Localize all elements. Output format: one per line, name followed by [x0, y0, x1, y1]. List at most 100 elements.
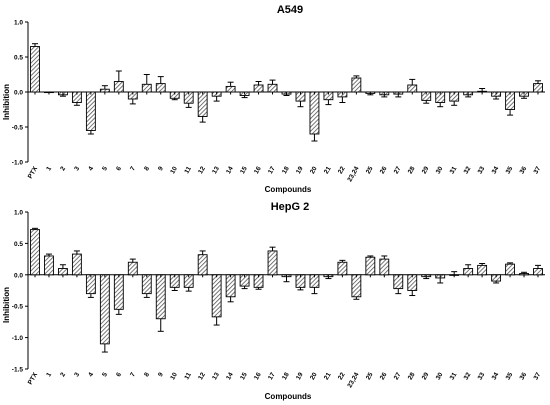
- bar: [58, 268, 68, 276]
- y-tick-label: -1.0: [12, 335, 24, 342]
- x-tick-label: 31: [449, 165, 459, 175]
- bar: [127, 261, 138, 276]
- y-tick-label: -0.5: [12, 125, 24, 132]
- y-tick-label: -1.5: [12, 367, 24, 374]
- x-tick-label: 12: [197, 371, 207, 381]
- bar: [533, 83, 543, 93]
- bar: [407, 84, 418, 93]
- bar: [30, 46, 40, 93]
- bar: [99, 88, 110, 93]
- x-tick-label: 27: [393, 371, 403, 381]
- x-tick-label: 11: [183, 165, 193, 175]
- x-tick-label: 1: [45, 371, 53, 378]
- x-tick-label: 22: [337, 165, 347, 175]
- x-tick-label: 18: [281, 165, 291, 175]
- x-tick-label: 30: [435, 165, 445, 175]
- bar: [351, 274, 362, 298]
- bar: [211, 274, 222, 318]
- bar: [99, 274, 110, 345]
- x-tick-label: 9: [157, 165, 165, 172]
- bar: [519, 273, 529, 276]
- chart-panel-a549: A549 Inhibition Compounds 1.0 0.5 0.0 -0.5 -…: [2, 4, 545, 194]
- bar: [533, 268, 543, 276]
- x-tick-label: 26: [379, 371, 389, 381]
- y-tick-label: 0.5: [14, 55, 23, 62]
- y-tick-label: 1.0: [14, 20, 23, 27]
- y-tick-label: 1.0: [14, 210, 23, 217]
- x-tick-label: 31: [449, 371, 459, 381]
- x-tick-label: 9: [157, 371, 165, 378]
- x-tick-label: 6: [115, 165, 123, 172]
- bar: [309, 91, 320, 135]
- bar: [477, 264, 488, 276]
- x-tick-label: 14: [225, 371, 235, 381]
- bar: [505, 91, 515, 110]
- x-tick-label: 3: [73, 165, 81, 172]
- bar: [85, 274, 96, 295]
- bar: [253, 84, 264, 93]
- chart-title: HepG 2: [271, 201, 310, 213]
- bar: [197, 254, 208, 276]
- x-tick-label: 23,24: [346, 371, 360, 389]
- x-tick-label: 15: [239, 371, 249, 381]
- chart-title: A549: [277, 4, 303, 16]
- x-tick-label: 4: [87, 165, 95, 172]
- bar: [267, 250, 278, 276]
- x-tick-label: 34: [491, 165, 501, 175]
- x-tick-label: 37: [533, 371, 543, 381]
- x-tick-label: 25: [365, 165, 375, 175]
- x-tick-label: 12: [197, 165, 207, 175]
- bar: [113, 81, 124, 93]
- x-tick-label: 17: [267, 371, 277, 381]
- bar: [463, 268, 474, 276]
- x-tick-label: 37: [533, 165, 543, 175]
- x-tick-label: 4: [87, 371, 95, 378]
- y-tick-label: 0.0: [14, 272, 23, 279]
- x-tick-label: 17: [267, 165, 277, 175]
- x-tick-label: 32: [463, 371, 473, 381]
- x-tick-label: 35: [505, 371, 515, 381]
- x-tick-label: 32: [463, 165, 473, 175]
- x-tick-label: 7: [129, 165, 137, 172]
- x-tick-label: 28: [407, 165, 417, 175]
- y-axis-label: Inhibition: [2, 84, 11, 120]
- chart-panel-hepg2: HepG 2 Inhibition Compounds 1.0 0.5 0.0 -0.…: [2, 201, 545, 401]
- x-tick-label: 14: [225, 165, 235, 175]
- x-tick-label: 36: [519, 165, 529, 175]
- x-tick-label: 34: [491, 371, 501, 381]
- x-axis-label: Compounds: [265, 185, 312, 194]
- y-tick-label: -0.5: [12, 304, 24, 311]
- x-tick-label: 29: [421, 371, 431, 381]
- bar: [85, 91, 96, 131]
- bar: [141, 274, 152, 295]
- x-tick-label: 5: [101, 165, 109, 172]
- x-tick-label: 15: [239, 165, 249, 175]
- bar: [71, 253, 82, 276]
- x-tick-label: 11: [183, 371, 193, 381]
- x-tick-label: 21: [323, 165, 333, 175]
- bar: [351, 77, 362, 93]
- x-tick-label: 10: [169, 165, 179, 175]
- bar: [113, 274, 124, 310]
- bar: [141, 83, 152, 93]
- x-tick-label: 36: [519, 371, 529, 381]
- x-tick-label: 20: [309, 165, 319, 175]
- bar: [44, 255, 54, 276]
- x-tick-label: 28: [407, 371, 417, 381]
- x-tick-label: 10: [169, 371, 179, 381]
- bar: [155, 83, 166, 93]
- bar: [365, 256, 376, 276]
- x-tick-label: 5: [101, 371, 109, 378]
- x-tick-label: 27: [393, 165, 403, 175]
- x-tick-label: 7: [129, 371, 137, 378]
- x-tick-label: 20: [309, 371, 319, 381]
- x-tick-label: 1: [45, 165, 53, 172]
- bar: [337, 261, 348, 276]
- x-tick-label: PTX: [27, 165, 40, 180]
- bar: [267, 83, 278, 93]
- x-tick-label: 19: [295, 165, 305, 175]
- x-tick-label: 2: [59, 371, 67, 378]
